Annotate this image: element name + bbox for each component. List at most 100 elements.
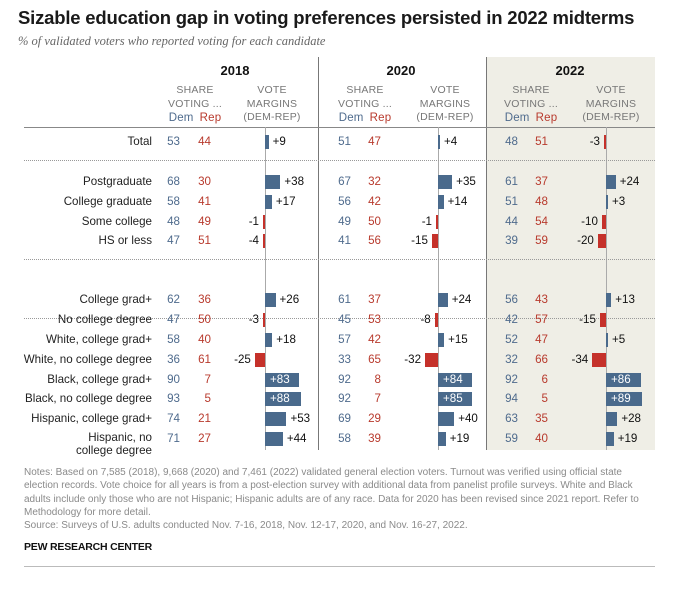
margin-bar-2020	[438, 175, 453, 189]
header-text: (DEM-REP)	[243, 111, 301, 123]
margin-label-2018: -3	[248, 312, 259, 326]
dem-legend-label: Dem	[338, 112, 364, 124]
vote-margins-header-2018: VOTE MARGINS (DEM-REP)	[232, 84, 312, 125]
rep-share-2018: 51	[198, 234, 211, 248]
margin-label-2022: -3	[589, 135, 600, 148]
margin-label-2022: +3	[612, 194, 626, 208]
rep-share-2018: 5	[204, 392, 211, 406]
margin-bar-2020	[438, 135, 440, 149]
margin-label-2018: +9	[272, 135, 286, 148]
rep-share-2020: 29	[368, 412, 381, 426]
rep-share-2020: 65	[368, 352, 381, 366]
chart-title: Sizable education gap in voting preferen…	[18, 7, 635, 28]
margin-bar-2022	[597, 234, 606, 249]
dem-share-2020: 41	[338, 234, 351, 248]
margin-bar-2018	[265, 194, 272, 209]
margin-bar-2018	[265, 412, 287, 427]
dem-share-2020: 69	[338, 412, 351, 426]
dem-share-2022: 92	[505, 372, 518, 386]
dem-share-2022: 63	[505, 412, 518, 426]
dem-rep-legend: Dem Rep	[330, 112, 400, 126]
margin-bar-2022	[592, 352, 606, 367]
dem-share-2018: 90	[167, 372, 180, 386]
margin-label-2018: +26	[279, 293, 300, 306]
zero-axis-2022	[606, 127, 607, 450]
header-text: VOTE	[430, 84, 460, 96]
margin-bar-2022	[604, 135, 606, 149]
rep-share-2020: 7	[374, 392, 381, 406]
margin-bar-2020	[438, 333, 445, 347]
margin-bar-2020	[438, 392, 473, 407]
rep-share-2018: 7	[204, 372, 211, 386]
header-text: VOTE	[257, 84, 287, 96]
divider-2020-2022	[486, 57, 487, 450]
margin-bar-2018	[254, 352, 265, 367]
dem-share-2020: 61	[338, 293, 351, 306]
margin-label-2020: +84	[443, 372, 463, 386]
dem-share-2018: 36	[167, 352, 180, 366]
margin-bar-2018	[265, 372, 299, 387]
row-label-line: Hispanic, no	[88, 431, 152, 444]
margin-label-2018: -4	[248, 234, 259, 248]
rep-share-2020: 56	[368, 234, 381, 248]
row-label: Some college	[81, 214, 152, 228]
dem-share-2018: 47	[167, 312, 180, 326]
margin-bar-2020	[438, 412, 455, 427]
margin-label-2020: -32	[404, 352, 422, 366]
rep-share-2022: 57	[535, 312, 548, 326]
vote-margins-header-2022: VOTE MARGINS (DEM-REP)	[571, 84, 651, 125]
dem-share-2018: 47	[167, 234, 180, 248]
dem-share-2020: 92	[338, 372, 351, 386]
margin-bar-2020	[438, 372, 473, 387]
margin-label-2022: +28	[621, 412, 641, 426]
margin-label-2020: +4	[444, 135, 458, 148]
rep-legend-label: Rep	[535, 112, 558, 124]
margin-bar-2022	[606, 412, 618, 427]
dem-share-2018: 71	[167, 432, 180, 445]
dem-share-2020: 51	[338, 135, 351, 148]
margin-label-2020: +35	[456, 175, 476, 188]
margin-label-2020: +24	[451, 293, 472, 306]
dem-share-2022: 51	[505, 194, 518, 208]
header-text: SHARE	[346, 84, 384, 96]
rep-share-2022: 35	[535, 412, 548, 426]
header-text: VOTING ...	[504, 97, 558, 110]
rep-share-2018: 36	[198, 293, 211, 306]
rep-share-2020: 42	[368, 194, 381, 208]
rep-share-2018: 30	[198, 175, 211, 188]
margin-bar-2018	[265, 333, 273, 347]
margin-bar-2018	[263, 234, 265, 249]
header-text: VOTING ...	[338, 97, 392, 110]
margin-label-2022: -15	[579, 312, 596, 326]
rep-share-2020: 42	[368, 333, 381, 346]
margin-bar-2022	[606, 372, 641, 387]
dem-share-2022: 42	[505, 312, 518, 326]
margin-bar-2022	[606, 392, 643, 407]
margin-bar-2020	[438, 293, 448, 307]
margin-label-2022: -34	[571, 352, 589, 366]
margin-label-2018: +17	[275, 194, 296, 208]
margin-label-2020: +40	[458, 412, 478, 426]
dem-share-2022: 48	[505, 135, 518, 148]
margin-label-2022: +13	[615, 293, 635, 306]
margin-bar-2020	[438, 432, 446, 446]
margin-label-2018: +83	[270, 372, 290, 386]
dem-share-2018: 48	[167, 214, 180, 228]
dem-share-2018: 58	[167, 333, 180, 346]
divider-2018-2020	[318, 57, 319, 450]
margin-bar-2018	[265, 392, 301, 407]
dem-share-2018: 68	[167, 175, 180, 188]
dem-rep-legend: Dem Rep	[496, 112, 566, 126]
margin-bar-2022	[606, 333, 609, 347]
margin-bar-2020	[425, 352, 438, 367]
rep-share-2020: 47	[368, 135, 381, 148]
margin-bar-2022	[606, 175, 616, 189]
notes: Notes: Based on 7,585 (2018), 9,668 (202…	[24, 467, 639, 518]
dem-share-2020: 33	[338, 352, 351, 366]
row-label: HS or less	[98, 234, 152, 248]
group-divider	[24, 160, 655, 161]
margin-bar-2018	[265, 175, 281, 189]
dem-share-2020: 45	[338, 312, 351, 326]
header-text: MARGINS	[246, 97, 298, 110]
dem-legend-label: Dem	[504, 112, 530, 124]
